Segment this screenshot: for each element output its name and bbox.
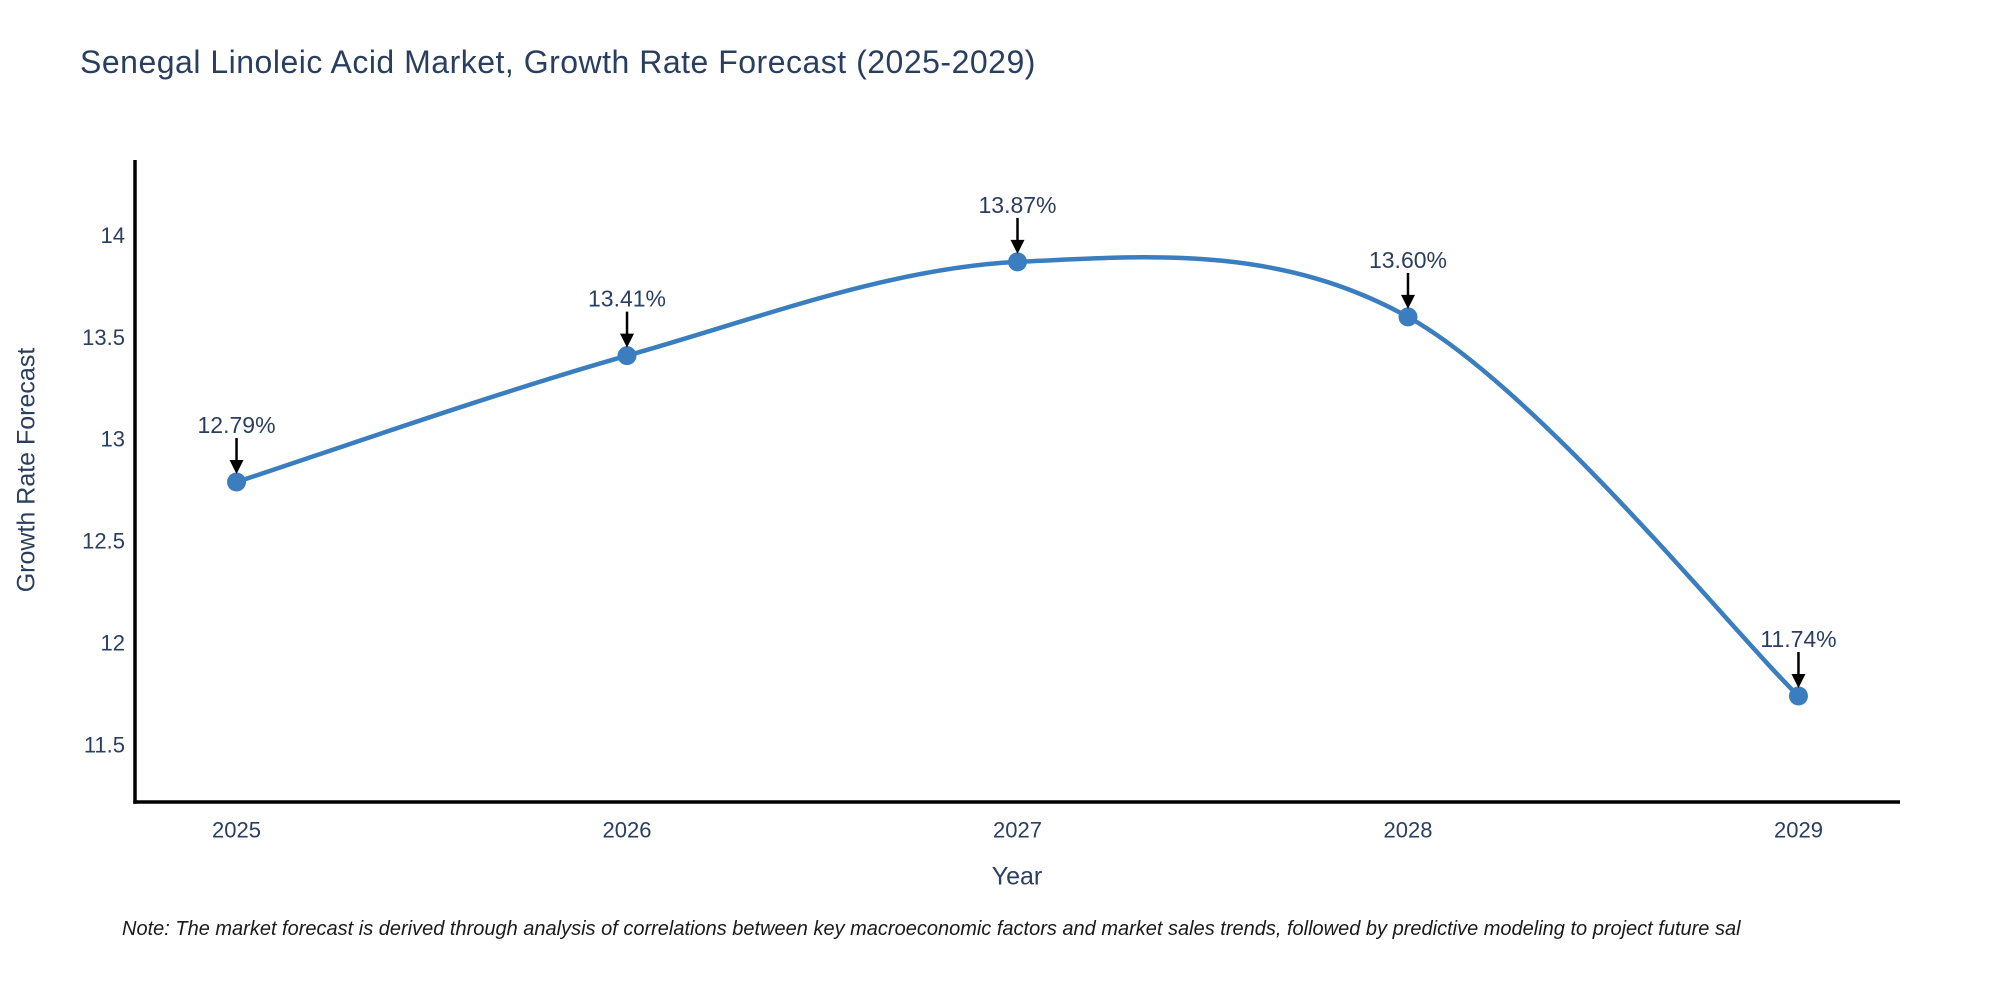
x-tick-label: 2025: [212, 818, 261, 843]
annotation-arrow-head: [1010, 239, 1025, 254]
y-tick-label: 13.5: [82, 325, 125, 350]
data-point-marker: [1008, 252, 1027, 272]
y-tick-label: 11.5: [84, 732, 125, 757]
point-annotation-label: 12.79%: [198, 412, 276, 438]
annotation-arrow-head: [620, 333, 635, 348]
data-point-marker: [617, 346, 637, 366]
x-tick-label: 2028: [1384, 818, 1433, 843]
point-annotation-label: 13.41%: [588, 286, 666, 312]
x-axis-title: Year: [991, 862, 1043, 891]
y-tick-label: 12: [101, 631, 125, 656]
data-point-marker: [1788, 686, 1808, 706]
x-tick-label: 2029: [1774, 818, 1823, 843]
y-tick-label: 13: [101, 427, 125, 452]
x-tick-label: 2027: [993, 818, 1042, 843]
series-line: [234, 254, 1801, 699]
annotation-arrow-head: [229, 460, 244, 475]
annotation-arrow-head: [1791, 674, 1806, 689]
footnote-text: Note: The market forecast is derived thr…: [122, 918, 1741, 940]
data-point-marker: [227, 472, 247, 492]
point-annotation-label: 13.60%: [1369, 247, 1447, 273]
chart-title: Senegal Linoleic Acid Market, Growth Rat…: [80, 44, 1036, 80]
data-point-marker: [1398, 307, 1418, 327]
point-annotation-label: 13.87%: [978, 192, 1056, 218]
y-tick-label: 12.5: [82, 529, 125, 554]
point-annotation-label: 11.74%: [1760, 626, 1836, 652]
annotation-arrow-head: [1400, 294, 1415, 309]
x-tick-label: 2026: [603, 818, 652, 843]
y-tick-label: 14: [101, 223, 125, 248]
